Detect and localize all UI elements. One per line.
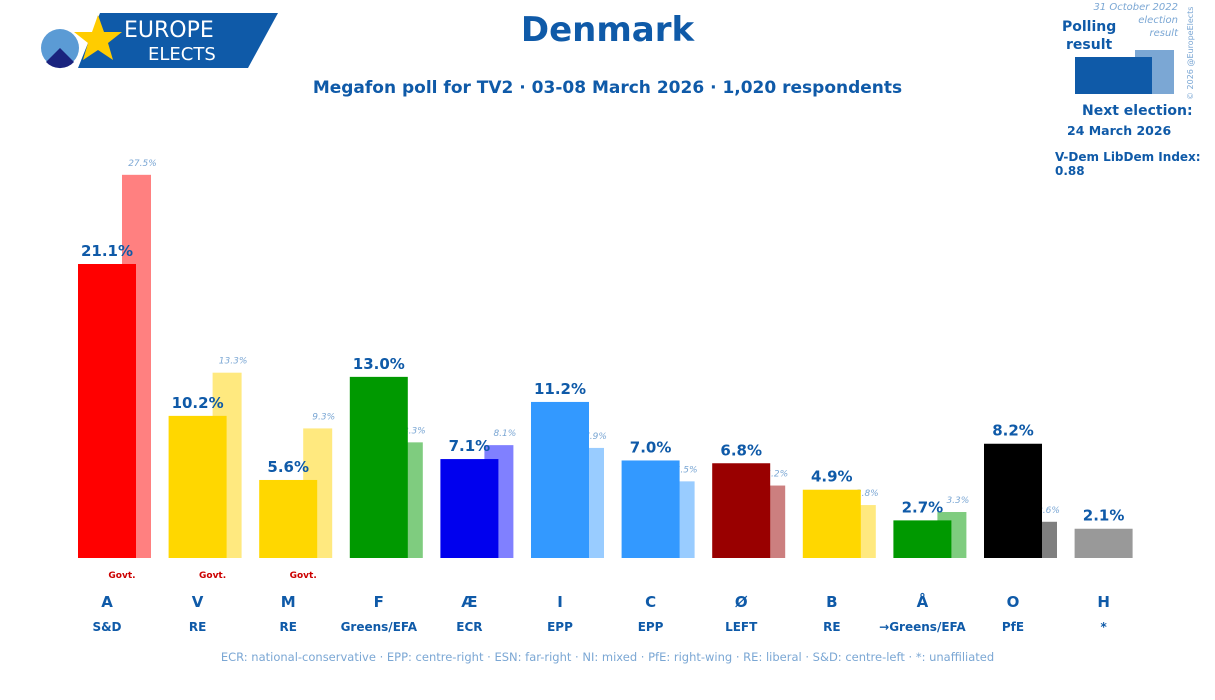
legend-prev-label: 31 October 2022 election result bbox=[1080, 1, 1178, 40]
prev-value-label-8: 3.8% bbox=[856, 489, 879, 499]
legend-poll-label-1: Polling bbox=[1062, 19, 1117, 35]
legend-prev-label-3: result bbox=[1149, 28, 1178, 39]
poll-bar-1 bbox=[168, 415, 227, 558]
poll-value-label-10: 8.2% bbox=[992, 422, 1034, 440]
next-election-date: 24 March 2026 bbox=[1067, 123, 1172, 138]
poll-bar-3 bbox=[349, 376, 408, 558]
poll-value-label-6: 7.0% bbox=[630, 438, 672, 456]
logo-text-1: EUROPE bbox=[124, 18, 214, 43]
poll-bar-10 bbox=[984, 443, 1042, 558]
prev-value-label-3: 8.3% bbox=[403, 426, 426, 436]
poll-value-label-2: 5.6% bbox=[267, 458, 309, 476]
poll-value-label-0: 21.1% bbox=[81, 242, 133, 260]
party-label-11: H bbox=[1097, 593, 1110, 611]
prev-value-label-5: 7.9% bbox=[584, 432, 607, 442]
prev-value-label-2: 9.3% bbox=[312, 412, 335, 422]
poll-bar-8 bbox=[802, 489, 861, 558]
poll-value-label-1: 10.2% bbox=[172, 394, 224, 412]
prev-value-label-9: 3.3% bbox=[946, 496, 969, 506]
group-label-5: EPP bbox=[547, 620, 573, 634]
poll-value-label-5: 11.2% bbox=[534, 380, 586, 398]
group-label-6: EPP bbox=[638, 620, 664, 634]
poll-value-label-9: 2.7% bbox=[902, 498, 944, 516]
party-label-4: Æ bbox=[461, 593, 477, 611]
prev-value-label-10: 2.6% bbox=[1037, 506, 1060, 516]
prev-value-label-6: 5.5% bbox=[675, 465, 698, 475]
chart-title: Denmark bbox=[520, 10, 695, 50]
next-election-label: Next election: bbox=[1082, 103, 1193, 119]
party-label-5: I bbox=[557, 593, 563, 611]
europe-elects-logo: EUROPE ELECTS bbox=[41, 13, 278, 69]
party-label-1: V bbox=[192, 593, 204, 611]
poll-value-label-7: 6.8% bbox=[720, 441, 762, 459]
party-label-0: A bbox=[101, 593, 113, 611]
prev-value-label-0: 27.5% bbox=[128, 159, 157, 169]
poll-bar-11 bbox=[1074, 528, 1133, 558]
party-label-3: F bbox=[374, 593, 384, 611]
legend-prev-label-2: election bbox=[1138, 15, 1178, 26]
party-label-7: Ø bbox=[735, 593, 748, 611]
poll-bar-0 bbox=[78, 264, 136, 558]
group-label-1: RE bbox=[189, 620, 206, 634]
party-label-8: B bbox=[826, 593, 837, 611]
group-label-10: PfE bbox=[1002, 620, 1024, 634]
party-label-2: M bbox=[281, 593, 296, 611]
group-label-11: * bbox=[1100, 620, 1107, 634]
group-label-7: LEFT bbox=[725, 620, 758, 634]
prev-value-label-1: 13.3% bbox=[219, 357, 248, 367]
poll-bar-5 bbox=[531, 401, 589, 558]
logo-text-2: ELECTS bbox=[148, 44, 216, 65]
party-label-10: O bbox=[1007, 593, 1020, 611]
poll-bar-7 bbox=[712, 463, 771, 558]
poll-bar-6 bbox=[621, 460, 680, 558]
prev-value-label-7: 5.2% bbox=[765, 470, 788, 480]
govt-label-1: Govt. bbox=[199, 571, 226, 581]
group-label-4: ECR bbox=[456, 620, 482, 634]
group-label-9: →Greens/EFA bbox=[879, 620, 966, 634]
group-label-3: Greens/EFA bbox=[341, 620, 418, 634]
chart-subtitle: Megafon poll for TV2 · 03-08 March 2026 … bbox=[312, 78, 903, 98]
group-label-2: RE bbox=[279, 620, 296, 634]
poll-bar-2 bbox=[259, 479, 318, 558]
poll-value-label-4: 7.1% bbox=[449, 437, 491, 455]
group-label-0: S&D bbox=[92, 620, 121, 634]
poll-bar-4 bbox=[440, 459, 499, 558]
legend-poll-swatch bbox=[1075, 57, 1152, 94]
poll-value-label-11: 2.1% bbox=[1083, 507, 1125, 525]
group-label-8: RE bbox=[823, 620, 840, 634]
poll-value-label-8: 4.9% bbox=[811, 468, 853, 486]
poll-bar-9 bbox=[893, 520, 952, 558]
party-label-6: C bbox=[645, 593, 656, 611]
poll-value-label-3: 13.0% bbox=[353, 355, 405, 373]
legend-prev-label-1: 31 October 2022 bbox=[1093, 2, 1178, 13]
govt-label-0: Govt. bbox=[108, 571, 135, 581]
vdem-index: V-Dem LibDem Index: 0.88 bbox=[1055, 150, 1201, 178]
footer-note: ECR: national-conservative · EPP: centre… bbox=[220, 650, 995, 664]
legend-poll-label-2: result bbox=[1066, 37, 1113, 53]
govt-label-2: Govt. bbox=[290, 571, 317, 581]
legend-poll-label: Polling result bbox=[1062, 18, 1116, 54]
prev-value-label-4: 8.1% bbox=[493, 429, 516, 439]
party-label-9: Å bbox=[917, 592, 929, 611]
